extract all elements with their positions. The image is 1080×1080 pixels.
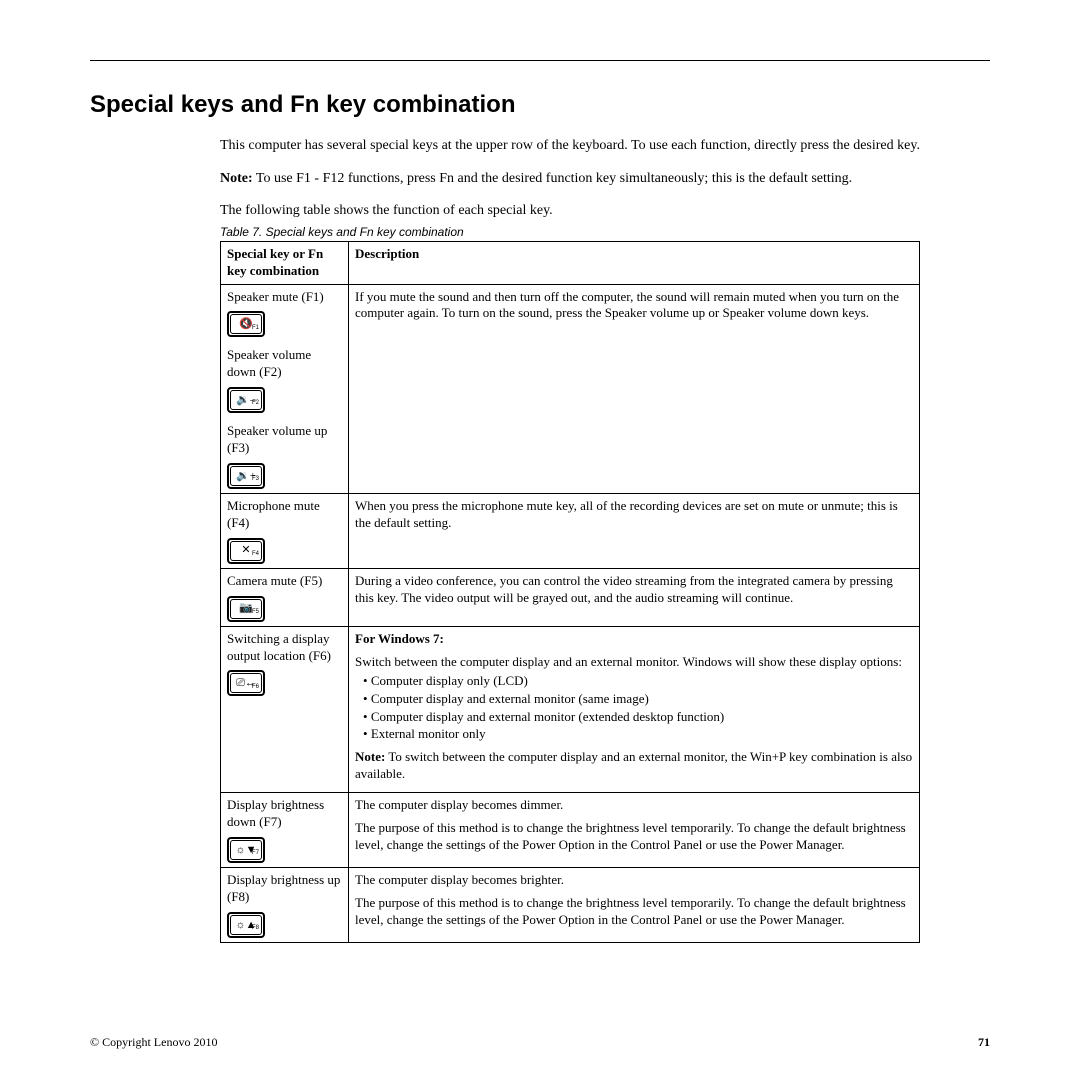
key-cell-bright-down: Display brightness down (F7) ☼▼F7 [221,793,349,868]
keycap-display-switch: ⎚↔F6 [227,670,265,696]
table-row: Camera mute (F5) 📷F5 During a video conf… [221,568,920,626]
keycap-mic-mute: ✕F4 [227,538,265,564]
desc-text: The computer display becomes dimmer. [355,797,913,814]
keycap-brightness-up: ☼▲F8 [227,912,265,938]
fn-label: F1 [252,325,259,333]
horizontal-rule [90,60,990,61]
desc-cell: When you press the microphone mute key, … [349,494,920,569]
desc-text: The purpose of this method is to change … [355,895,913,929]
key-cell-bright-up: Display brightness up (F8) ☼▲F8 [221,868,349,943]
key-label: Microphone mute (F4) [227,498,342,532]
desc-cell: For Windows 7: Switch between the comput… [349,626,920,793]
keycap-speaker-mute: 🔇F1 [227,311,265,337]
desc-cell: During a video conference, you can contr… [349,568,920,626]
table-row: Speaker mute (F1) 🔇F1 Speaker volume dow… [221,284,920,493]
option-list: Computer display only (LCD) Computer dis… [363,672,913,742]
note-paragraph: Note: To switch between the computer dis… [355,749,913,783]
key-cell-display-switch: Switching a display output location (F6)… [221,626,349,793]
keycap-camera-mute: 📷F5 [227,596,265,622]
camera-mute-icon: 📷 [239,603,253,614]
fn-label: F7 [252,850,259,858]
mic-mute-icon: ✕ [241,545,250,556]
key-cell-mic: Microphone mute (F4) ✕F4 [221,494,349,569]
desc-cell: The computer display becomes dimmer. The… [349,793,920,868]
note-label: Note: [220,171,253,186]
key-label: Display brightness down (F7) [227,797,342,831]
desc-cell: The computer display becomes brighter. T… [349,868,920,943]
key-label: Camera mute (F5) [227,573,342,590]
key-label: Display brightness up (F8) [227,872,342,906]
th-desc: Description [349,241,920,284]
key-label: Speaker mute (F1) [227,289,342,306]
th-key: Special key or Fn key combination [221,241,349,284]
list-item: Computer display and external monitor (e… [363,708,913,726]
fn-label: F2 [252,400,259,408]
desc-text: Switch between the computer display and … [355,654,913,671]
note-label: Note: [355,749,385,764]
fn-label: F8 [252,925,259,933]
intro-text: This computer has several special keys a… [220,137,920,156]
windows-label: For Windows 7: [355,631,444,646]
desc-cell: If you mute the sound and then turn off … [349,284,920,493]
note-text: To switch between the computer display a… [355,749,912,781]
fn-label: F4 [252,551,259,559]
table-caption: Table 7. Special keys and Fn key combina… [220,225,920,239]
table-row: Display brightness down (F7) ☼▼F7 The co… [221,793,920,868]
table-row: Microphone mute (F4) ✕F4 When you press … [221,494,920,569]
page-heading: Special keys and Fn key combination [90,91,990,119]
list-item: Computer display only (LCD) [363,672,913,690]
page-footer: © Copyright Lenovo 2010 71 [90,1035,990,1050]
key-label: Switching a display output location (F6) [227,631,342,665]
keycap-vol-up: 🔉+F3 [227,463,265,489]
keycap-brightness-down: ☼▼F7 [227,837,265,863]
desc-text: If you mute the sound and then turn off … [355,289,913,323]
content-block: This computer has several special keys a… [220,137,920,943]
copyright-text: © Copyright Lenovo 2010 [90,1035,217,1050]
fn-label: F6 [252,684,259,692]
list-item: External monitor only [363,725,913,743]
fn-label: F5 [252,609,259,617]
note-text: To use F1 - F12 functions, press Fn and … [253,171,853,186]
note-paragraph: Note: To use F1 - F12 functions, press F… [220,170,920,189]
table-lead: The following table shows the function o… [220,203,920,219]
table-row: Switching a display output location (F6)… [221,626,920,793]
list-item: Computer display and external monitor (s… [363,690,913,708]
desc-text: The computer display becomes brighter. [355,872,913,889]
desc-text: When you press the microphone mute key, … [355,498,913,532]
desc-text: During a video conference, you can contr… [355,573,913,607]
key-label: Speaker volume down (F2) [227,347,342,381]
key-cell-camera: Camera mute (F5) 📷F5 [221,568,349,626]
keycap-vol-down: 🔉–F2 [227,387,265,413]
speaker-mute-icon: 🔇 [239,319,253,330]
table-row: Display brightness up (F8) ☼▲F8 The comp… [221,868,920,943]
fn-label: F3 [252,476,259,484]
table-header-row: Special key or Fn key combination Descri… [221,241,920,284]
key-label: Speaker volume up (F3) [227,423,342,457]
key-cell-speaker: Speaker mute (F1) 🔇F1 Speaker volume dow… [221,284,349,493]
page-number: 71 [978,1035,990,1050]
special-keys-table: Special key or Fn key combination Descri… [220,241,920,943]
desc-text: The purpose of this method is to change … [355,820,913,854]
